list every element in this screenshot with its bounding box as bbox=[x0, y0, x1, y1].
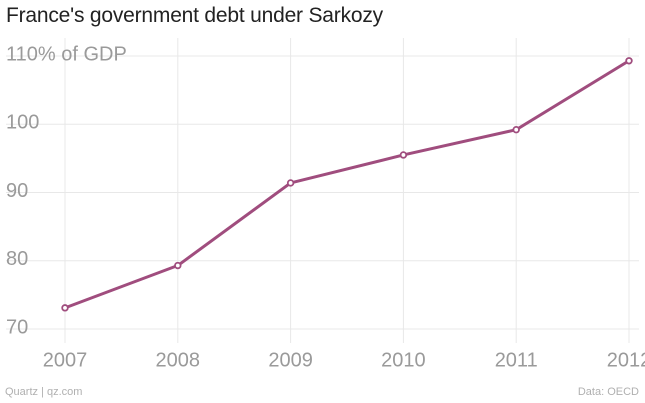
series-line bbox=[63, 59, 631, 310]
data-point bbox=[512, 126, 520, 134]
x-tick-label: 2011 bbox=[495, 349, 538, 371]
y-tick-label: 100 bbox=[6, 112, 39, 134]
grid-lines bbox=[6, 38, 639, 343]
data-point bbox=[625, 57, 633, 65]
y-tick-label: 90 bbox=[6, 180, 28, 202]
y-tick-label: 110% of GDP bbox=[6, 43, 127, 65]
y-tick-label: 80 bbox=[6, 248, 28, 270]
x-tick-label: 2012 bbox=[607, 349, 645, 371]
data-point bbox=[286, 179, 295, 187]
data-point bbox=[174, 261, 182, 270]
x-tick-label: 2007 bbox=[43, 349, 88, 371]
data-point bbox=[399, 151, 408, 159]
data-source: Data: OECD bbox=[577, 386, 639, 398]
x-tick-label: 2010 bbox=[381, 349, 426, 371]
series-layer bbox=[61, 57, 633, 312]
source-credit: Quartz | qz.com bbox=[5, 386, 83, 398]
x-axis-ticks: 2007 2008 2009 2010 2011 2012 bbox=[43, 349, 645, 371]
y-axis-ticks: 70 80 90 100 110% of GDP bbox=[6, 43, 127, 338]
x-tick-label: 2009 bbox=[268, 349, 313, 371]
chart-title: France's government debt under Sarkozy bbox=[6, 4, 383, 27]
x-tick-label: 2008 bbox=[156, 349, 201, 371]
y-tick-label: 70 bbox=[6, 316, 28, 338]
data-point bbox=[61, 304, 69, 312]
